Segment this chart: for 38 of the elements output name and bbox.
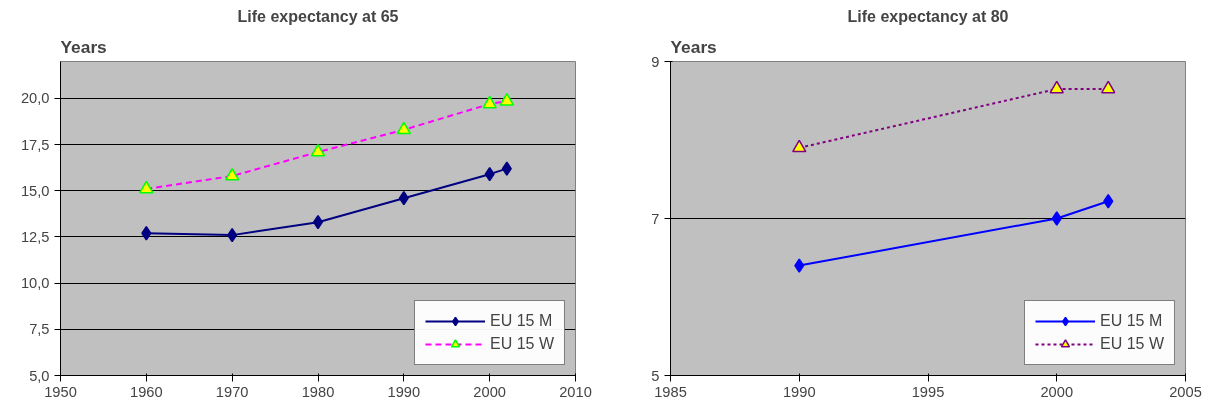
y-tick-label: 20,0	[20, 90, 50, 107]
point	[1049, 80, 1064, 94]
point	[792, 139, 807, 153]
x-tick-label: 1985	[654, 383, 687, 400]
point	[1051, 211, 1062, 226]
point	[312, 214, 324, 230]
y-tick-label: 12,5	[20, 228, 50, 245]
chart-title: Life expectancy at 65	[237, 7, 399, 25]
point	[141, 226, 152, 241]
x-tick-label: 1990	[782, 383, 816, 400]
legend-label: EU 15 W	[489, 335, 554, 353]
y-tick-label: 7	[651, 210, 660, 227]
x-tick-label: 1995	[911, 383, 945, 400]
x-tick-label: 2000	[473, 383, 506, 400]
y-tick-label: 15,0	[20, 182, 50, 199]
y-tick-label: 5	[651, 367, 660, 384]
x-tick-label: 1970	[215, 383, 249, 400]
x-tick-label: 2010	[559, 383, 592, 400]
x-tick-label: 1980	[301, 383, 335, 400]
x-tick-label: 1960	[130, 383, 163, 400]
legend-label: EU 15 M	[1099, 312, 1163, 330]
y-tick-label: 17,5	[20, 136, 50, 153]
x-tick-label: 1950	[44, 383, 77, 400]
x-tick-label: 1990	[387, 383, 421, 400]
point	[1101, 80, 1116, 94]
point	[794, 258, 805, 273]
y-axis-title: Years	[670, 36, 717, 57]
legend-label: EU 15 W	[1099, 335, 1164, 353]
x-tick-label: 2000	[1040, 383, 1074, 400]
y-axis-title: Years	[60, 36, 107, 57]
y-tick-label: 9	[651, 53, 660, 70]
y-tick-label: 5,0	[29, 367, 50, 384]
chart-title: Life expectancy at 80	[847, 7, 1009, 25]
legend-label: EU 15 M	[489, 312, 553, 330]
y-tick-label: 10,0	[20, 275, 50, 292]
y-tick-label: 7,5	[29, 321, 50, 338]
point	[501, 161, 512, 176]
x-tick-label: 2005	[1169, 383, 1202, 400]
